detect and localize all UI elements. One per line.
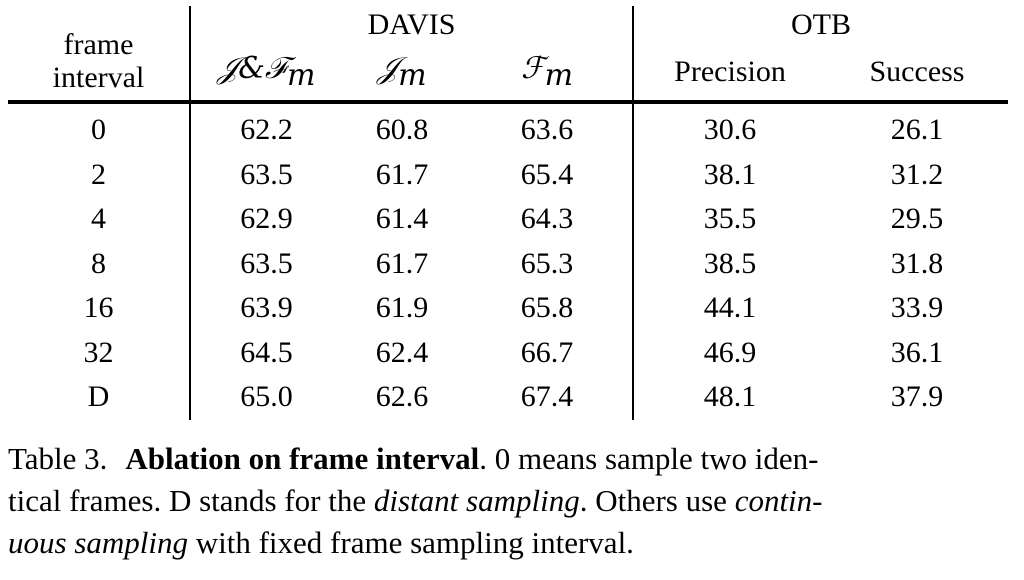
row-header-line-1: frame — [63, 28, 134, 62]
table-cell: 33.9 — [890, 291, 944, 325]
table-cell: 60.8 — [375, 113, 429, 147]
table-cell: 31.8 — [890, 246, 944, 280]
table-cell: 61.9 — [375, 291, 429, 325]
table-cell: 26.1 — [890, 113, 944, 147]
table-cell: 31.2 — [890, 157, 944, 191]
table-cell: 61.7 — [375, 246, 429, 280]
table-row: 32 64.5 62.4 66.7 46.9 36.1 — [8, 330, 1008, 375]
table-column-header-row: 𝒥&ℱm 𝒥m ℱm Precision Success — [8, 44, 1008, 102]
caption-text-4: with fixed frame sampling interval. — [188, 525, 634, 560]
table-cell: 30.6 — [703, 113, 757, 147]
table-row: 2 63.5 61.7 65.4 38.1 31.2 — [8, 152, 1008, 197]
table-row: D 65.0 62.6 67.4 48.1 37.9 — [8, 375, 1008, 420]
table-cell: 64.5 — [240, 335, 293, 369]
column-header-success: Success — [869, 55, 965, 88]
column-header-jf-symbol: 𝒥&ℱ — [217, 50, 288, 86]
row-interval-cell: 32 — [8, 330, 191, 375]
table-row: 4 62.9 61.4 64.3 35.5 29.5 — [8, 197, 1008, 242]
table-cell: 61.4 — [375, 202, 429, 236]
table-cell: 66.7 — [462, 330, 634, 375]
table-cell: 46.9 — [703, 335, 757, 369]
table-cell: 63.5 — [240, 246, 293, 280]
row-interval-cell: 2 — [8, 152, 191, 197]
caption-text-2: tical frames. D stands for the — [8, 483, 374, 518]
column-header-f-mean: ℱm — [462, 44, 634, 102]
group-header-otb: OTB — [791, 8, 851, 41]
column-header-j-mean: 𝒥m — [342, 44, 462, 102]
table-cell: 37.9 — [890, 380, 944, 414]
column-header-jf-subscript: m — [287, 57, 316, 93]
ablation-table: frame interval DAVIS OTB 𝒥&ℱm 𝒥m ℱm Prec… — [8, 6, 1008, 420]
table-cell: 61.7 — [375, 157, 429, 191]
column-header-f-subscript: m — [544, 57, 574, 93]
column-header-precision: Precision — [674, 55, 786, 88]
table-cell: 63.6 — [462, 102, 634, 153]
caption-label: Table 3. — [8, 441, 108, 476]
row-interval-cell: 4 — [8, 197, 191, 242]
column-header-j-subscript: m — [398, 57, 427, 93]
table-cell: 62.9 — [240, 202, 293, 236]
row-interval-cell: 0 — [8, 102, 191, 153]
table-cell: 35.5 — [703, 202, 757, 236]
table-cell: 38.1 — [703, 157, 757, 191]
table-group-header-row: frame interval DAVIS OTB — [8, 6, 1008, 102]
table-cell: 48.1 — [703, 380, 757, 414]
table-cell: 36.1 — [890, 335, 944, 369]
table-cell: 63.9 — [240, 291, 293, 325]
table-row: 0 62.2 60.8 63.6 30.6 26.1 — [8, 102, 1008, 153]
table-caption: Table 3. Ablation on frame interval. 0 me… — [8, 438, 1016, 564]
group-header-davis: DAVIS — [190, 6, 634, 44]
column-header-jf-mean: 𝒥&ℱm — [190, 44, 342, 102]
caption-text-3: . Others use — [579, 483, 735, 518]
row-interval-cell: D — [8, 375, 191, 420]
table-cell: 65.8 — [462, 286, 634, 331]
table-cell: 38.5 — [703, 246, 757, 280]
table-cell: 63.5 — [240, 157, 293, 191]
table-cell: 62.2 — [240, 113, 293, 147]
table-cell: 62.6 — [375, 380, 429, 414]
caption-title: Ablation on frame interval — [125, 441, 480, 476]
table-cell: 62.4 — [375, 335, 429, 369]
row-interval-cell: 16 — [8, 286, 191, 331]
row-header-line-2: interval — [52, 60, 145, 94]
table-cell: 65.4 — [462, 152, 634, 197]
table-cell: 67.4 — [462, 375, 634, 420]
table-cell: 65.3 — [462, 241, 634, 286]
caption-text-1: . 0 means sample two iden- — [479, 441, 819, 476]
table-cell: 44.1 — [703, 291, 757, 325]
caption-italic-2: contin- — [734, 483, 823, 518]
table-cell: 65.0 — [240, 380, 293, 414]
column-header-f-symbol: ℱ — [520, 50, 545, 86]
row-header-cell: frame interval — [8, 6, 191, 102]
row-interval-cell: 8 — [8, 241, 191, 286]
table-cell: 29.5 — [890, 202, 944, 236]
column-header-j-symbol: 𝒥 — [377, 50, 399, 86]
caption-italic-1: distant sampling — [373, 483, 580, 518]
caption-italic-3: uous sampling — [8, 525, 188, 560]
table-row: 16 63.9 61.9 65.8 44.1 33.9 — [8, 286, 1008, 331]
table-row: 8 63.5 61.7 65.3 38.5 31.8 — [8, 241, 1008, 286]
table-cell: 64.3 — [462, 197, 634, 242]
